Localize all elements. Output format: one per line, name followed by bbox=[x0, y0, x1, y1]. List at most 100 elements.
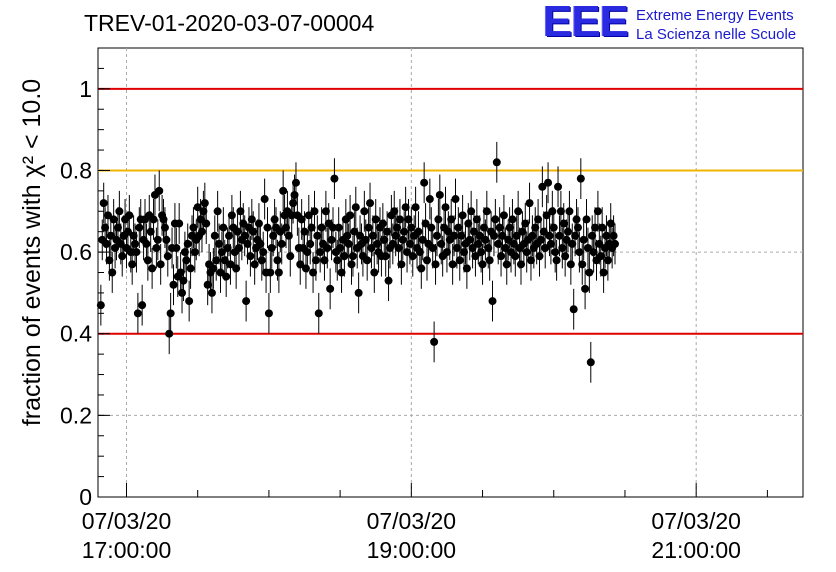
data-marker bbox=[301, 264, 310, 273]
data-marker bbox=[249, 227, 258, 236]
data-point bbox=[568, 223, 577, 265]
data-marker bbox=[344, 239, 353, 248]
data-points bbox=[96, 141, 619, 383]
data-point bbox=[115, 190, 124, 232]
data-point bbox=[497, 235, 506, 277]
data-marker bbox=[554, 182, 563, 191]
data-marker bbox=[111, 244, 120, 253]
data-marker bbox=[421, 219, 430, 228]
data-point bbox=[270, 199, 279, 240]
data-marker bbox=[242, 297, 251, 306]
data-marker bbox=[526, 256, 535, 265]
data-marker bbox=[186, 264, 195, 273]
data-point bbox=[403, 231, 412, 273]
data-marker bbox=[479, 223, 488, 232]
x-tick-date: 07/03/20 bbox=[367, 508, 457, 534]
data-marker bbox=[395, 215, 404, 224]
data-marker bbox=[128, 260, 137, 269]
data-point bbox=[364, 207, 373, 249]
data-point bbox=[216, 252, 225, 293]
data-marker bbox=[297, 215, 306, 224]
data-marker bbox=[383, 227, 392, 236]
data-marker bbox=[240, 231, 249, 240]
data-marker bbox=[595, 239, 604, 248]
data-marker bbox=[585, 268, 594, 277]
logo-line-1: Extreme Energy Events bbox=[636, 7, 794, 24]
data-marker bbox=[180, 248, 189, 257]
data-point bbox=[430, 321, 439, 363]
data-marker bbox=[125, 211, 134, 220]
data-point bbox=[427, 207, 436, 249]
data-marker bbox=[502, 260, 511, 269]
data-marker bbox=[179, 276, 188, 285]
data-marker bbox=[578, 260, 587, 269]
data-marker bbox=[149, 215, 158, 224]
data-point bbox=[381, 235, 390, 277]
data-marker bbox=[391, 231, 400, 240]
data-marker bbox=[437, 239, 446, 248]
data-point bbox=[420, 162, 429, 204]
data-marker bbox=[478, 260, 487, 269]
data-marker bbox=[444, 227, 453, 236]
data-point bbox=[242, 280, 251, 322]
data-point bbox=[579, 219, 588, 261]
data-marker bbox=[116, 239, 125, 248]
data-marker bbox=[562, 235, 571, 244]
data-marker bbox=[310, 207, 319, 216]
data-marker bbox=[337, 268, 346, 277]
data-marker bbox=[572, 215, 581, 224]
data-point bbox=[159, 199, 168, 240]
data-point bbox=[542, 194, 551, 236]
data-marker bbox=[129, 231, 138, 240]
data-point bbox=[491, 199, 500, 240]
data-marker bbox=[263, 223, 272, 232]
data-point bbox=[502, 243, 511, 285]
data-point bbox=[481, 219, 490, 261]
data-point bbox=[435, 174, 444, 216]
data-marker bbox=[441, 203, 450, 212]
data-marker bbox=[364, 223, 373, 232]
data-marker bbox=[96, 301, 105, 310]
data-point bbox=[153, 219, 162, 261]
data-point bbox=[279, 170, 288, 212]
data-point bbox=[417, 248, 426, 289]
data-marker bbox=[246, 252, 255, 261]
data-marker bbox=[589, 248, 598, 257]
data-point bbox=[343, 215, 352, 257]
data-marker bbox=[217, 248, 226, 257]
data-marker bbox=[370, 268, 379, 277]
data-marker bbox=[561, 252, 570, 261]
data-marker bbox=[156, 260, 165, 269]
data-marker bbox=[343, 231, 352, 240]
data-marker bbox=[494, 239, 503, 248]
eee-logo-mark: EEE bbox=[543, 0, 629, 46]
data-marker bbox=[471, 252, 480, 261]
data-point bbox=[289, 182, 298, 224]
data-marker bbox=[430, 337, 439, 346]
data-point bbox=[172, 227, 181, 269]
data-point bbox=[347, 243, 356, 285]
data-point bbox=[323, 227, 332, 269]
data-point bbox=[354, 272, 363, 314]
data-marker bbox=[118, 252, 127, 261]
data-marker bbox=[267, 244, 276, 253]
data-marker bbox=[213, 207, 222, 216]
data-marker bbox=[418, 235, 427, 244]
data-point bbox=[586, 341, 595, 383]
data-marker bbox=[142, 239, 151, 248]
data-point bbox=[458, 194, 467, 236]
data-point bbox=[565, 190, 574, 232]
data-marker bbox=[250, 260, 259, 269]
data-marker bbox=[220, 256, 229, 265]
data-marker bbox=[549, 223, 558, 232]
data-marker bbox=[320, 256, 329, 265]
data-marker bbox=[558, 244, 567, 253]
data-point bbox=[143, 239, 152, 281]
data-marker bbox=[289, 199, 298, 208]
data-marker bbox=[222, 272, 231, 281]
data-marker bbox=[207, 288, 216, 297]
data-marker bbox=[491, 215, 500, 224]
data-point bbox=[451, 178, 460, 220]
data-marker bbox=[551, 248, 560, 257]
data-marker bbox=[450, 231, 459, 240]
